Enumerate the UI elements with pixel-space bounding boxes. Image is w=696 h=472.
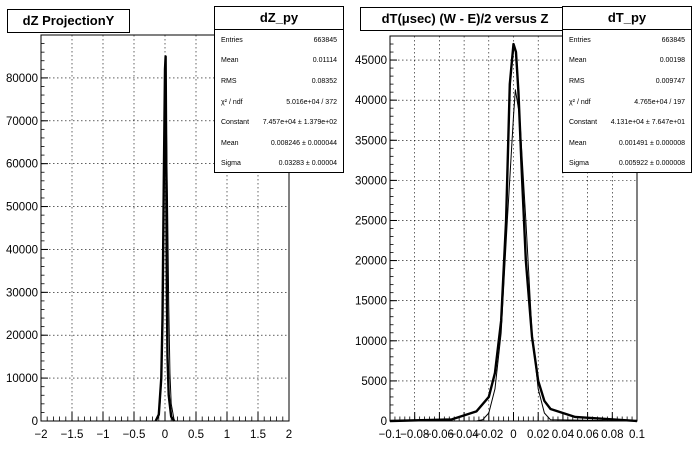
right-plot-svg: 0 5000 10000 15000 20000 25000 30000 35000 40000… (355, 35, 645, 441)
stats-label: RMS (221, 77, 237, 85)
stats-row: Mean 0.00198 (563, 51, 691, 72)
stats-label: Constant (569, 119, 598, 127)
gaussian-fit-line (390, 89, 638, 422)
stats-label: Sigma (221, 160, 241, 168)
left-stats-title: dZ_py (215, 7, 343, 30)
stats-row: χ² / ndf 5.016e+04 / 372 (215, 92, 343, 113)
stats-value: 663845 (313, 36, 337, 44)
stats-label: Mean (569, 57, 587, 65)
stats-value: 0.001491 ± 0.000008 (618, 139, 685, 147)
x-tick-label: −1 (96, 429, 109, 441)
x-tick-label: 1 (224, 429, 230, 441)
histogram-line (389, 42, 638, 423)
stats-row: Entries 663845 (215, 30, 343, 51)
y-tick-label: 50000 (6, 202, 38, 214)
x-tick-label: 0 (162, 429, 168, 441)
stats-row: RMS 0.08352 (215, 71, 343, 92)
y-tick-label: 25000 (355, 215, 387, 227)
y-tick-label: 40000 (6, 244, 38, 256)
stats-value: 4.765e+04 / 197 (634, 98, 685, 106)
stats-row: χ² / ndf 4.765e+04 / 197 (563, 92, 691, 113)
y-tick-label: 35000 (355, 135, 387, 147)
x-tick-label: 0.5 (188, 429, 204, 441)
x-tick-label: −0.08 (400, 429, 429, 441)
x-tick-label: −0.1 (379, 429, 402, 441)
stats-value: 0.009747 (655, 77, 685, 85)
y-tick-label: 30000 (6, 287, 38, 299)
stats-value: 663845 (661, 36, 685, 44)
stats-row: Sigma 0.03283 ± 0.00004 (215, 154, 343, 175)
stats-label: RMS (569, 77, 585, 85)
stats-row: Constant 7.457e+04 ± 1.379e+02 (215, 112, 343, 133)
left-plot-svg: 0 10000 20000 30000 40000 50000 60000 70000 8000… (6, 34, 292, 441)
x-tick-label: 2 (286, 429, 292, 441)
stats-row: Mean 0.01114 (215, 51, 343, 72)
right-stats-box: dT_py Entries 663845 Mean 0.00198 RMS 0.00974… (562, 6, 692, 173)
x-tick-label: −0.06 (425, 429, 454, 441)
x-tick-label: 0.04 (552, 429, 575, 441)
stats-row: RMS 0.009747 (563, 71, 691, 92)
x-tick-label: −1.5 (61, 429, 84, 441)
stats-value: 0.08352 (311, 77, 337, 85)
stats-label: Entries (221, 36, 243, 44)
y-tick-label: 0 (32, 416, 38, 428)
right-stats-title: dT_py (563, 7, 691, 30)
stats-label: Constant (221, 119, 250, 127)
x-tick-label: −0.5 (123, 429, 146, 441)
y-tick-label: 10000 (6, 373, 38, 385)
y-tick-label: 20000 (6, 330, 38, 342)
y-tick-label: 15000 (355, 296, 387, 308)
stats-value: 0.008246 ± 0.000044 (270, 139, 337, 147)
x-tick-label: 0.02 (527, 429, 549, 441)
stats-value: 0.005922 ± 0.000008 (618, 160, 685, 168)
y-tick-label: 45000 (355, 55, 387, 67)
x-tick-label: 0.1 (629, 429, 645, 441)
y-tick-label: 70000 (6, 116, 38, 128)
x-tick-label: 0.08 (601, 429, 623, 441)
stats-label: Entries (569, 36, 591, 44)
y-tick-label: 10000 (355, 336, 387, 348)
stats-row: Mean 0.008246 ± 0.000044 (215, 133, 343, 154)
y-tick-label: 40000 (355, 95, 387, 107)
stats-label: χ² / ndf (569, 98, 591, 106)
stats-label: Mean (569, 139, 587, 147)
x-tick-label: 0 (510, 429, 516, 441)
left-stats-box: dZ_py Entries 663845 Mean 0.01114 RMS 0.08352… (214, 6, 344, 173)
stats-row: Constant 4.131e+04 ± 7.647e+01 (563, 112, 691, 133)
x-tick-label: −0.04 (450, 429, 480, 441)
x-tick-label: 1.5 (250, 429, 266, 441)
stats-value: 0.03283 ± 0.00004 (278, 160, 337, 168)
stats-value: 0.01114 (312, 57, 337, 65)
stats-label: Mean (221, 57, 239, 65)
stats-row: Entries 663845 (563, 30, 691, 51)
right-histogram-pad: 0 5000 10000 15000 20000 25000 30000 35000 40000… (348, 0, 696, 472)
right-plot-title: dT(μsec) (W - E)/2 versus Z (360, 7, 570, 31)
y-tick-label: 20000 (355, 256, 387, 268)
left-histogram-pad: 0 10000 20000 30000 40000 50000 60000 70000 8000… (6, 6, 344, 441)
y-tick-label: 80000 (6, 73, 38, 85)
y-tick-label: 60000 (6, 159, 38, 171)
stats-label: χ² / ndf (221, 98, 243, 106)
stats-row: Sigma 0.005922 ± 0.000008 (563, 154, 691, 175)
stats-value: 4.131e+04 ± 7.647e+01 (610, 119, 685, 127)
gaussian-fit-line (155, 103, 175, 422)
stats-row: Mean 0.001491 ± 0.000008 (563, 133, 691, 154)
stats-value: 5.016e+04 / 372 (286, 98, 337, 106)
x-tick-label: −0.02 (474, 429, 503, 441)
y-tick-label: 0 (381, 416, 387, 428)
x-tick-label: −2 (34, 429, 47, 441)
y-tick-label: 30000 (355, 175, 387, 187)
stats-value: 7.457e+04 ± 1.379e+02 (262, 119, 337, 127)
x-tick-label: 0.06 (576, 429, 598, 441)
y-tick-label: 5000 (361, 376, 387, 388)
stats-value: 0.00198 (659, 57, 685, 65)
stats-label: Mean (221, 139, 239, 147)
left-plot-title: dZ ProjectionY (7, 9, 130, 33)
stats-label: Sigma (569, 160, 589, 168)
